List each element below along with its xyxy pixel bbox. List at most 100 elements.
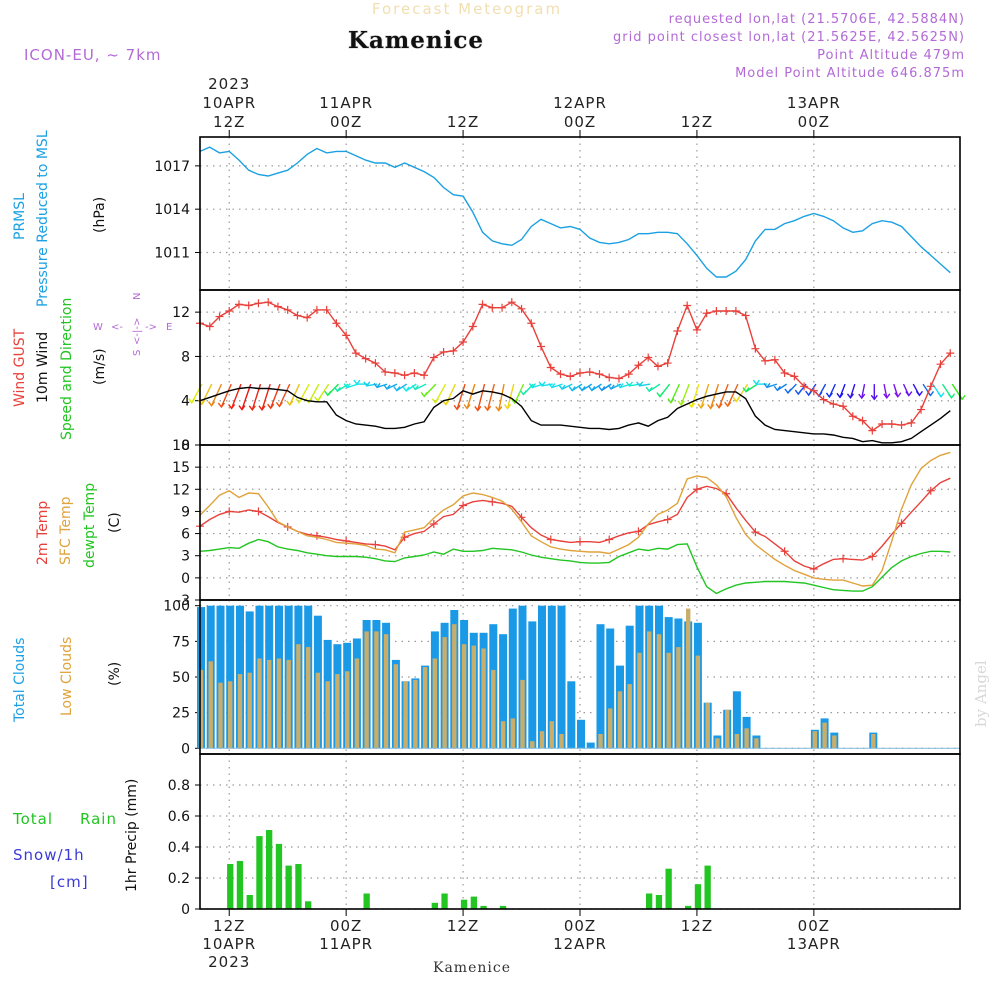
series-marker <box>761 356 770 365</box>
series-marker <box>342 331 351 340</box>
series-marker <box>585 367 594 376</box>
series-marker <box>517 304 526 313</box>
bar <box>518 605 527 749</box>
series-marker <box>254 299 263 308</box>
x-tick-label: 00Z <box>330 917 362 935</box>
wind-barb-head <box>275 401 283 408</box>
bar <box>547 605 556 749</box>
bar <box>471 645 476 749</box>
wind-barb-head <box>363 381 371 387</box>
bar <box>432 658 437 749</box>
panel-frame <box>199 753 961 910</box>
label-cm: [cm] <box>50 873 89 891</box>
x-tick-label: 00Z <box>564 917 596 935</box>
bar <box>325 681 330 749</box>
bar <box>218 682 223 749</box>
wind-barb-head <box>286 400 294 407</box>
x-tick-label: 2023 <box>208 75 250 93</box>
wind-barb-head <box>295 398 303 404</box>
series-marker <box>634 527 643 536</box>
bar <box>608 708 613 749</box>
bar <box>695 655 701 749</box>
label-dewpt-temp: dewpt Temp <box>82 483 98 568</box>
wind-barb <box>718 383 729 408</box>
y-tick-label: 15 <box>172 460 190 476</box>
series-marker <box>780 547 789 556</box>
x-tick-label: 12Z <box>213 917 245 935</box>
bar <box>510 718 515 749</box>
wind-barb-head <box>937 392 945 398</box>
series-marker <box>790 372 799 381</box>
wind-barb <box>337 383 349 392</box>
wind-barb-head <box>625 381 633 388</box>
bar <box>216 605 225 749</box>
wind-barb-head <box>825 392 833 399</box>
wind-barb <box>861 383 866 399</box>
wind-barb-head <box>548 383 556 389</box>
wind-barb-head <box>258 405 266 411</box>
series-marker <box>712 307 721 316</box>
bar <box>637 652 642 749</box>
series-marker <box>332 319 341 328</box>
y-tick-label: 25 <box>172 706 190 722</box>
precipitation-panel: 0 0.2 0.4 0.6 0.8 <box>168 753 961 918</box>
wind-barb-head <box>558 384 566 391</box>
wind-barb-head <box>248 405 256 411</box>
bar <box>285 865 292 909</box>
series-marker <box>420 371 429 380</box>
bar <box>744 728 749 749</box>
x-tick-label: 12Z <box>447 917 479 935</box>
wind-barb-head <box>207 401 216 407</box>
wind-barb-head <box>333 386 341 393</box>
wind-barb-head <box>228 404 236 410</box>
y-tick-label: 6 <box>181 527 190 543</box>
series-marker <box>361 354 370 363</box>
series-marker <box>780 369 789 378</box>
series-marker <box>264 298 273 307</box>
series-marker <box>576 537 584 546</box>
series-line <box>199 451 951 587</box>
y-tick-label: 9 <box>181 504 190 520</box>
series-line <box>199 386 951 444</box>
bar <box>246 895 253 909</box>
series-marker <box>556 370 565 379</box>
series-marker <box>946 349 955 358</box>
wind-barb-head <box>353 379 361 386</box>
wind-barb-head <box>463 404 471 410</box>
grid-point-coords: grid point closest lon,lat (21.5625E, 42… <box>613 30 965 45</box>
series-marker <box>205 322 214 331</box>
wind-barb-head <box>752 379 760 386</box>
y-tick-label: -3 <box>176 593 190 609</box>
precip-labels: Total Rain Snow/1h [cm] 1hr Precip (mm) <box>12 779 140 892</box>
y-tick-label: 0.8 <box>168 778 190 794</box>
x-tick-label: 2023 <box>208 953 250 971</box>
bar <box>452 624 457 749</box>
series-marker <box>819 395 828 404</box>
wind-barb-head <box>707 404 715 410</box>
series-marker <box>459 338 468 347</box>
series-line <box>199 146 951 278</box>
x-tick-label: 11APR <box>319 94 373 112</box>
wind-barb <box>220 383 232 408</box>
bar <box>226 605 235 749</box>
wind-barb-head <box>538 381 546 387</box>
label-total: Total <box>12 810 53 828</box>
bar <box>549 721 554 749</box>
wind-barb <box>639 383 651 387</box>
bar <box>646 893 653 909</box>
wind-barb <box>700 383 710 409</box>
wind-barb-head <box>267 403 275 410</box>
wind-barb-head <box>188 398 196 404</box>
bar <box>315 672 321 749</box>
series-marker <box>225 507 234 516</box>
bar <box>676 647 681 749</box>
bar <box>481 648 486 749</box>
series-marker <box>234 300 243 309</box>
wind-barb-head <box>373 382 381 389</box>
series-marker <box>498 303 507 312</box>
series-marker <box>488 303 497 312</box>
series-marker <box>614 374 623 383</box>
x-tick-label: 10APR <box>202 94 256 112</box>
cloud-labels: Total Clouds Low Clouds (%) <box>12 637 123 723</box>
